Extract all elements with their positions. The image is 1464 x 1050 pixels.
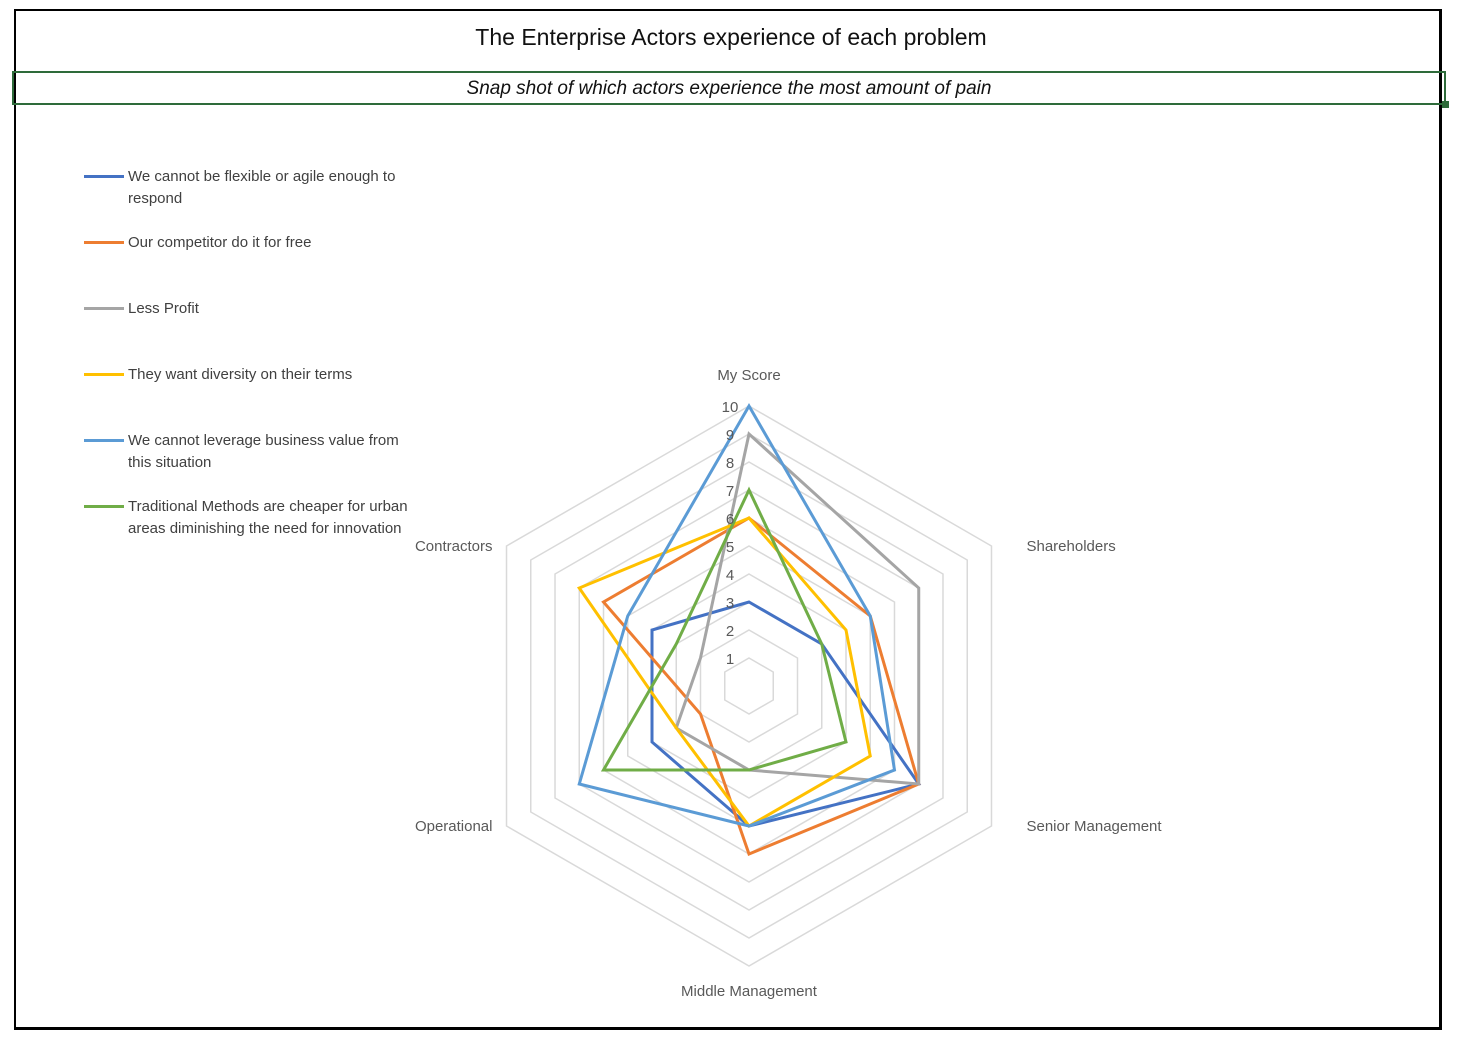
legend-swatch (84, 439, 124, 442)
legend-label: Our competitor do it for free (128, 234, 312, 251)
category-label: Shareholders (1026, 538, 1115, 555)
subtitle-box[interactable]: Snap shot of which actors experience the… (12, 71, 1449, 108)
legend-swatch (84, 307, 124, 310)
grid-ring-9 (530, 433, 968, 939)
grid-ring-1 (724, 657, 774, 715)
grid-ring-2 (699, 629, 799, 743)
legend-swatch (84, 373, 124, 376)
legend-label: Traditional Methods are cheaper for urba… (128, 498, 408, 537)
category-label: Operational (415, 818, 493, 835)
legend-label: Less Profit (128, 300, 199, 317)
chart-subtitle: Snap shot of which actors experience the… (466, 78, 992, 99)
category-label: Middle Management (681, 983, 818, 1000)
legend-label: We cannot be flexible or agile enough to… (128, 168, 396, 207)
tick-label: 6 (726, 511, 734, 528)
legend-label: We cannot leverage business value from th… (128, 432, 399, 471)
grid-ring-7 (578, 489, 920, 883)
legend-swatch (84, 241, 124, 244)
tick-label: 1 (726, 651, 734, 668)
tick-label: 10 (722, 399, 739, 416)
chart-title: The Enterprise Actors experience of each… (475, 24, 987, 50)
series-line-5 (577, 402, 897, 828)
category-label: Senior Management (1026, 818, 1162, 835)
grid-ring-8 (554, 461, 944, 911)
tick-label: 8 (726, 455, 734, 472)
chart-frame (14, 9, 1442, 1030)
legend-swatch (84, 175, 124, 178)
category-label: My Score (717, 367, 780, 384)
tick-label: 5 (726, 539, 734, 556)
tick-label: 4 (726, 567, 734, 584)
grid-ring-10 (505, 405, 993, 967)
category-label: Contractors (415, 538, 493, 555)
tick-label: 9 (726, 427, 734, 444)
resize-handle[interactable] (1442, 101, 1449, 108)
grid-ring-4 (651, 573, 847, 799)
tick-label: 3 (726, 595, 734, 612)
grid-ring-3 (675, 601, 823, 771)
series-line-6 (600, 486, 848, 772)
legend-swatch (84, 505, 124, 508)
legend-label: They want diversity on their terms (128, 366, 353, 383)
tick-label: 2 (726, 623, 734, 640)
tick-label: 7 (726, 483, 734, 500)
